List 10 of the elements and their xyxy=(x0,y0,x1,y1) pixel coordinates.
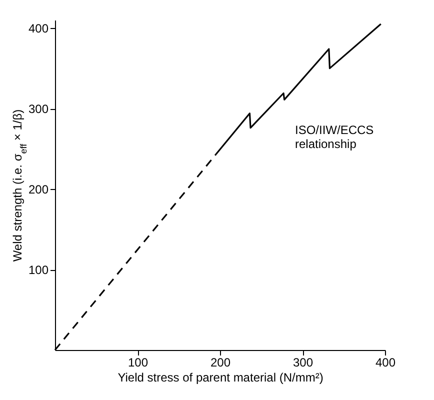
annotation: ISO/IIW/ECCS relationship xyxy=(295,123,374,151)
x-tick-label: 400 xyxy=(375,356,396,370)
x-tick-label: 200 xyxy=(210,356,231,370)
x-tick-label: 100 xyxy=(128,356,148,370)
x-tick-label: 300 xyxy=(292,356,314,370)
y-tick-label: 400 xyxy=(28,22,49,36)
x-axis-title: Yield stress of parent material (N/mm²) xyxy=(118,370,324,384)
y-tick-label: 200 xyxy=(28,182,49,197)
y-tick-label: 100 xyxy=(28,263,49,278)
y-tick-label: 300 xyxy=(28,102,49,116)
